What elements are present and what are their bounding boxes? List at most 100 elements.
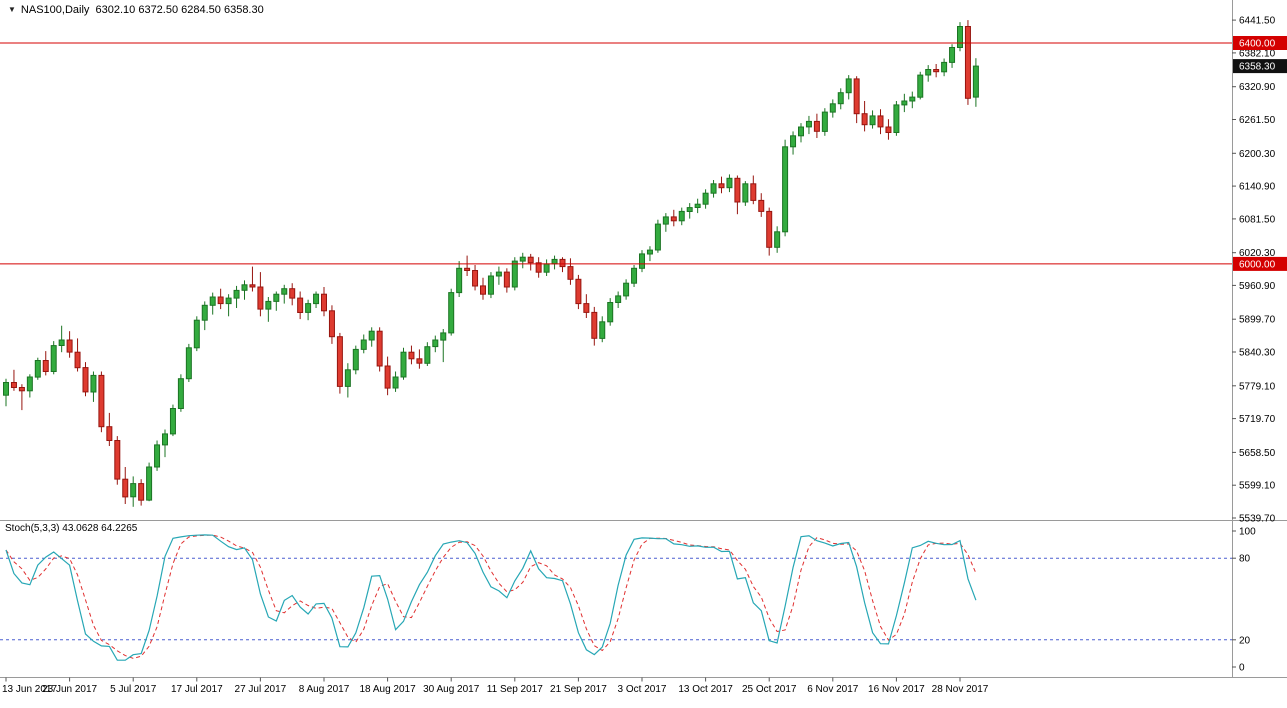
candle-body bbox=[790, 135, 797, 148]
candle bbox=[877, 109, 884, 135]
candle-body bbox=[440, 332, 447, 341]
candle bbox=[527, 253, 534, 271]
candle-body bbox=[344, 369, 351, 387]
candle bbox=[750, 175, 757, 205]
candle-body bbox=[527, 256, 534, 264]
candle-body bbox=[360, 339, 367, 350]
candle bbox=[416, 349, 423, 369]
badge-background bbox=[1233, 256, 1287, 271]
candle-body bbox=[631, 267, 638, 284]
candle bbox=[480, 277, 486, 300]
candle-body bbox=[487, 275, 494, 295]
candle bbox=[90, 371, 97, 402]
candle bbox=[631, 265, 638, 287]
candle-body bbox=[90, 374, 97, 393]
candle bbox=[535, 257, 542, 278]
candle bbox=[257, 272, 264, 317]
badge-label: 6358.30 bbox=[1239, 62, 1276, 73]
candle-body bbox=[297, 297, 304, 314]
candle bbox=[853, 76, 860, 124]
candle bbox=[805, 115, 812, 135]
candle-body bbox=[424, 346, 431, 364]
chart-dropdown-icon[interactable]: ▼ bbox=[8, 5, 16, 14]
date-tick-label: 25 Oct 2017 bbox=[742, 684, 797, 695]
candle bbox=[114, 436, 121, 485]
candle-body bbox=[535, 262, 542, 273]
price-tick-label: 6441.50 bbox=[1239, 16, 1276, 27]
candle-body bbox=[321, 293, 327, 312]
candle bbox=[813, 113, 820, 138]
candle-body bbox=[710, 183, 717, 194]
candle bbox=[798, 123, 804, 143]
stoch-panel: 100 80 20 0 bbox=[0, 527, 1256, 674]
candle-body bbox=[615, 295, 622, 303]
candle bbox=[130, 476, 137, 507]
badge-background bbox=[1233, 59, 1287, 74]
badge-label: 6400.00 bbox=[1239, 39, 1276, 50]
candle bbox=[519, 252, 526, 269]
candle-body bbox=[74, 351, 81, 369]
candle-body bbox=[209, 296, 216, 306]
candle bbox=[511, 257, 518, 291]
candle bbox=[321, 287, 327, 317]
candle-body bbox=[654, 223, 661, 251]
price-tick-label: 5599.10 bbox=[1239, 481, 1276, 492]
candle bbox=[567, 258, 574, 285]
candle-body bbox=[972, 65, 979, 98]
candle bbox=[50, 341, 57, 375]
candle bbox=[58, 325, 65, 353]
chart-header: ▼ NAS100,Daily 6302.10 6372.50 6284.50 6… bbox=[8, 4, 264, 16]
candle-body bbox=[114, 440, 121, 480]
candle-body bbox=[893, 104, 900, 134]
candle bbox=[10, 369, 17, 391]
candle bbox=[162, 429, 168, 458]
candle bbox=[344, 363, 351, 398]
candle bbox=[146, 462, 153, 502]
candle bbox=[74, 338, 81, 372]
current-price-badge: 6358.30 bbox=[1233, 59, 1287, 74]
candle bbox=[710, 180, 717, 198]
candle bbox=[122, 467, 129, 504]
candle bbox=[949, 44, 956, 68]
date-tick-label: 16 Nov 2017 bbox=[868, 684, 925, 695]
candle-body bbox=[225, 297, 232, 305]
candle-body bbox=[933, 69, 940, 73]
candle bbox=[3, 378, 9, 407]
date-tick-label: 17 Jul 2017 bbox=[171, 684, 223, 695]
candle bbox=[972, 58, 979, 107]
price-tick-label: 6320.90 bbox=[1239, 82, 1276, 93]
candle bbox=[464, 255, 471, 276]
candle-body bbox=[837, 92, 844, 105]
candle bbox=[193, 316, 200, 352]
candle-body bbox=[162, 433, 168, 446]
price-tick-label: 6200.30 bbox=[1239, 149, 1276, 160]
candle-body bbox=[543, 263, 550, 273]
candle-body bbox=[774, 231, 781, 248]
candle-body bbox=[877, 115, 884, 128]
candle bbox=[249, 266, 256, 292]
candle-body bbox=[58, 339, 65, 346]
candle-body bbox=[591, 311, 598, 339]
candle-body bbox=[917, 74, 924, 98]
candle-body bbox=[734, 177, 741, 203]
candle bbox=[837, 88, 844, 110]
candle bbox=[217, 288, 224, 310]
candle-body bbox=[18, 387, 25, 392]
date-tick-label: 18 Aug 2017 bbox=[360, 684, 417, 695]
candle bbox=[869, 110, 876, 129]
candle-body bbox=[503, 271, 510, 288]
candle bbox=[106, 412, 113, 446]
symbol-ohlc-label: NAS100,Daily 6302.10 6372.50 6284.50 635… bbox=[20, 4, 264, 16]
candle bbox=[42, 351, 49, 376]
date-tick-label: 5 Jul 2017 bbox=[110, 684, 157, 695]
candle-body bbox=[599, 321, 606, 339]
candle bbox=[893, 101, 900, 136]
candle-body bbox=[26, 376, 33, 392]
candle-body bbox=[448, 292, 455, 334]
candle-body bbox=[66, 339, 73, 353]
candle-body bbox=[233, 289, 240, 299]
date-tick-label: 23 Jun 2017 bbox=[42, 684, 97, 695]
candle bbox=[18, 384, 25, 411]
date-tick-label: 3 Oct 2017 bbox=[618, 684, 667, 695]
